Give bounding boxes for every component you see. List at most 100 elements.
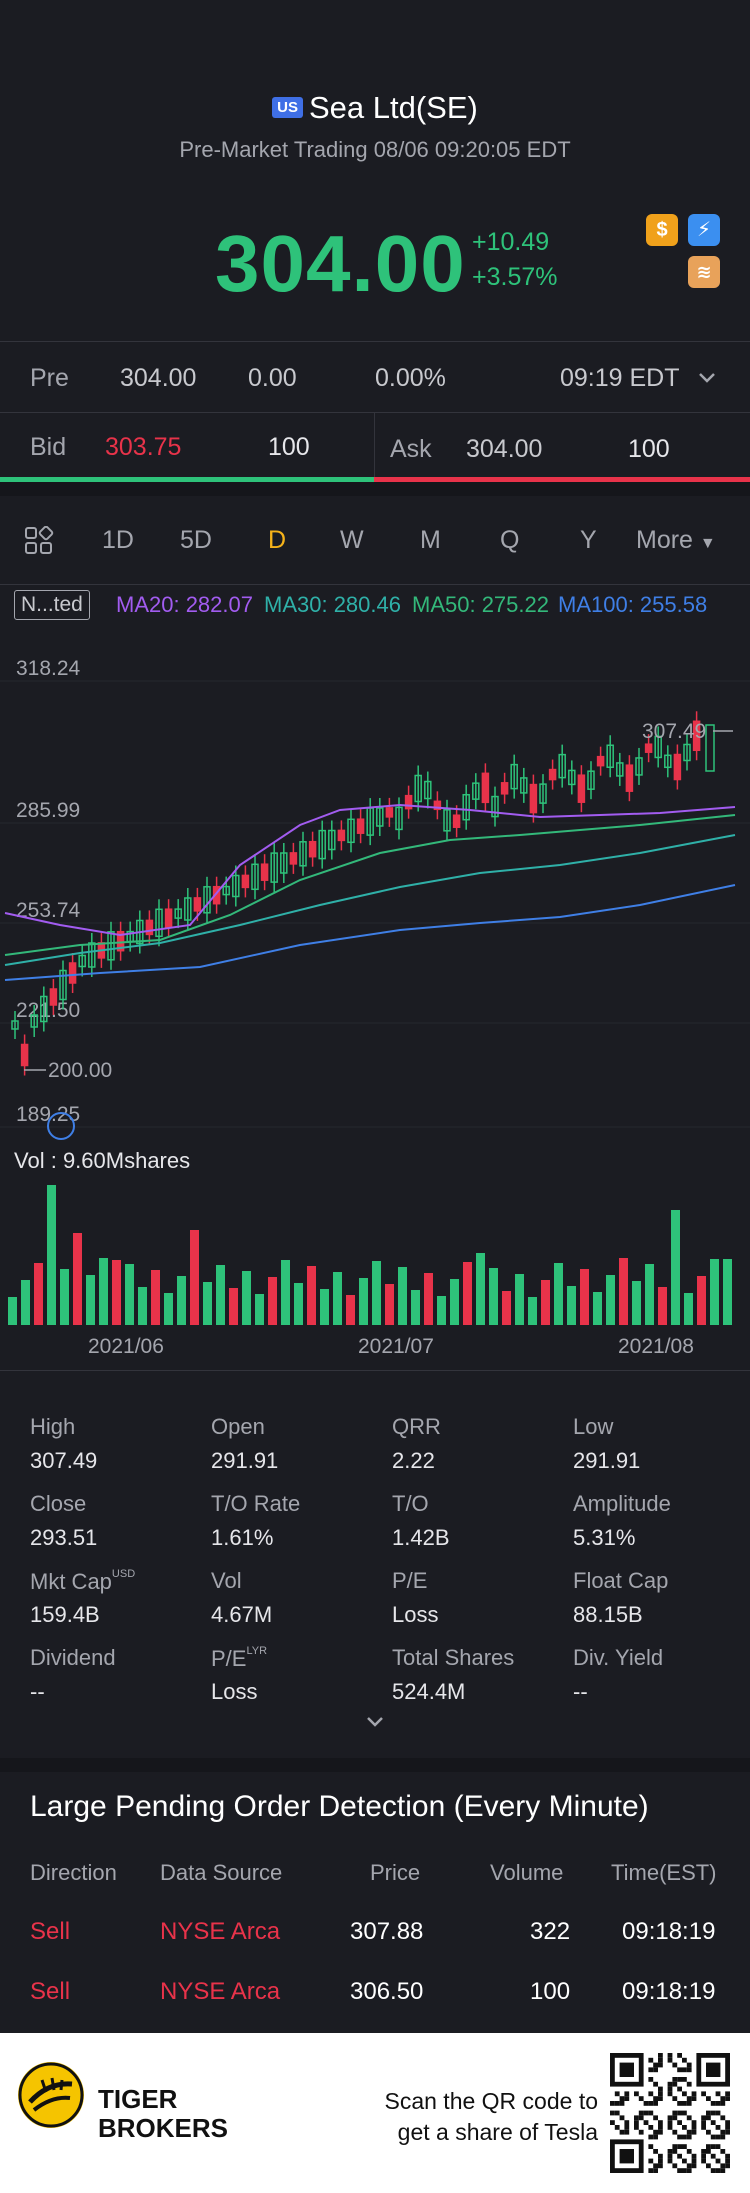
- volume-title: Vol: [14, 1148, 45, 1173]
- chevron-down-icon[interactable]: [698, 372, 716, 384]
- tab-1d[interactable]: 1D: [102, 526, 134, 554]
- y-tick-label: 189.25: [16, 1103, 80, 1126]
- volume-label: Vol : 9.60Mshares: [14, 1148, 191, 1173]
- volume-bar: [684, 1293, 693, 1325]
- qr-module: [648, 2125, 654, 2130]
- candle-body: [510, 763, 518, 790]
- layers-icon[interactable]: ≋: [688, 256, 720, 288]
- pre-time: 09:19 EDT: [560, 364, 680, 392]
- qr-module: [682, 2144, 687, 2149]
- tab-w[interactable]: W: [340, 526, 364, 554]
- tab-y[interactable]: Y: [580, 526, 597, 554]
- candle-body: [232, 874, 240, 898]
- tab-more[interactable]: More ▼: [636, 526, 716, 555]
- candle-body: [347, 818, 355, 844]
- qr-module: [648, 2158, 654, 2164]
- pre-change-pct: 0.00%: [375, 364, 446, 392]
- stat-value: 2.22: [392, 1448, 435, 1473]
- qr-module: [710, 2134, 716, 2140]
- tab-m[interactable]: M: [420, 526, 441, 554]
- stat-label: P/ELYR: [211, 1645, 267, 1672]
- volume-bar: [632, 1281, 641, 1325]
- candle-body: [59, 969, 67, 1001]
- qr-module: [648, 2168, 654, 2173]
- bid-price: 303.75: [105, 433, 182, 461]
- tab-d[interactable]: D: [268, 526, 287, 554]
- candle-body: [270, 852, 278, 883]
- dollar-icon[interactable]: $: [646, 214, 678, 246]
- qr-module: [725, 2129, 730, 2135]
- qr-module: [648, 2091, 654, 2097]
- stat-label: QRR: [392, 1414, 441, 1440]
- divider: [0, 584, 750, 585]
- volume-bar: [697, 1276, 706, 1325]
- qr-module: [706, 2163, 711, 2169]
- qr-module: [614, 2110, 620, 2116]
- candle-body: [452, 814, 461, 828]
- tab-5d[interactable]: 5D: [180, 526, 212, 554]
- ma50-line: [4, 814, 736, 956]
- volume-bar: [671, 1210, 680, 1325]
- volume-bar: [619, 1258, 628, 1325]
- ask-size: 100: [628, 435, 670, 463]
- qr-module: [720, 2115, 726, 2121]
- candle-body: [40, 995, 48, 1023]
- candle-body: [222, 885, 230, 896]
- volume-bar: [99, 1258, 108, 1325]
- row1-price: 307.88: [350, 1918, 424, 1945]
- qr-module: [720, 2096, 726, 2101]
- qr-module: [658, 2153, 663, 2159]
- candle-body: [625, 764, 634, 792]
- volume-bar: [372, 1261, 381, 1325]
- volume-value: 9.60Mshares: [62, 1148, 191, 1173]
- candle-body: [654, 735, 662, 759]
- indicator-selector[interactable]: N...ted: [14, 590, 90, 620]
- candle-body: [491, 795, 499, 818]
- stat-value: 293.51: [30, 1525, 98, 1550]
- stat-label-text: Div. Yield: [573, 1645, 664, 1670]
- volume-bar: [554, 1263, 563, 1325]
- tab-q[interactable]: Q: [500, 526, 520, 554]
- qr-module: [667, 2053, 673, 2058]
- stat-label-text: Total Shares: [392, 1645, 515, 1670]
- volume-bar: [710, 1259, 719, 1325]
- x-tick-label: 2021/07: [358, 1335, 434, 1355]
- candle-body: [635, 757, 643, 776]
- qr-module: [686, 2096, 692, 2101]
- stat-label: T/O Rate: [211, 1491, 300, 1517]
- qr-module: [614, 2091, 620, 2097]
- candle-body: [414, 774, 422, 803]
- volume-bar: [424, 1273, 433, 1325]
- row1-direction: Sell: [30, 1918, 71, 1945]
- qr-module: [720, 2101, 726, 2106]
- bid-ask-divider: [374, 413, 375, 477]
- qr-module: [624, 2096, 630, 2101]
- stat-label-text: High: [30, 1414, 76, 1439]
- expand-chevron-icon[interactable]: [365, 1712, 385, 1732]
- qr-module: [667, 2125, 673, 2130]
- stock-title: Sea Ltd(SE): [308, 90, 478, 125]
- qr-module: [686, 2062, 692, 2068]
- candle-body: [20, 1043, 29, 1067]
- pre-change: 0.00: [248, 364, 297, 392]
- event-marker-icon[interactable]: [47, 1112, 75, 1140]
- divider: [0, 341, 750, 342]
- grid-icon[interactable]: [24, 526, 54, 556]
- ask-label: Ask: [390, 435, 432, 463]
- qr-module: [658, 2120, 663, 2125]
- qr-module: [677, 2110, 682, 2116]
- candle-body: [705, 724, 715, 772]
- pre-market-row[interactable]: Pre 304.00 0.00 0.00% 09:19 EDT: [0, 342, 750, 412]
- stat-label: High: [30, 1414, 75, 1440]
- qr-code[interactable]: [610, 2053, 730, 2173]
- qr-module: [610, 2120, 615, 2125]
- qr-module: [667, 2081, 673, 2087]
- candle-body: [481, 772, 490, 804]
- stat-value: 1.61%: [211, 1525, 274, 1550]
- candle-body: [673, 753, 682, 781]
- stat-value: 291.91: [573, 1448, 641, 1473]
- lightning-icon[interactable]: ⚡: [688, 214, 720, 246]
- volume-bar: [398, 1267, 407, 1325]
- price-chart[interactable]: 318.24 285.99 253.74 221.50 189.25 2021/06 20…: [0, 625, 750, 1355]
- bid-ask-row: Bid 303.75 100 Ask 304.00 100: [0, 413, 750, 483]
